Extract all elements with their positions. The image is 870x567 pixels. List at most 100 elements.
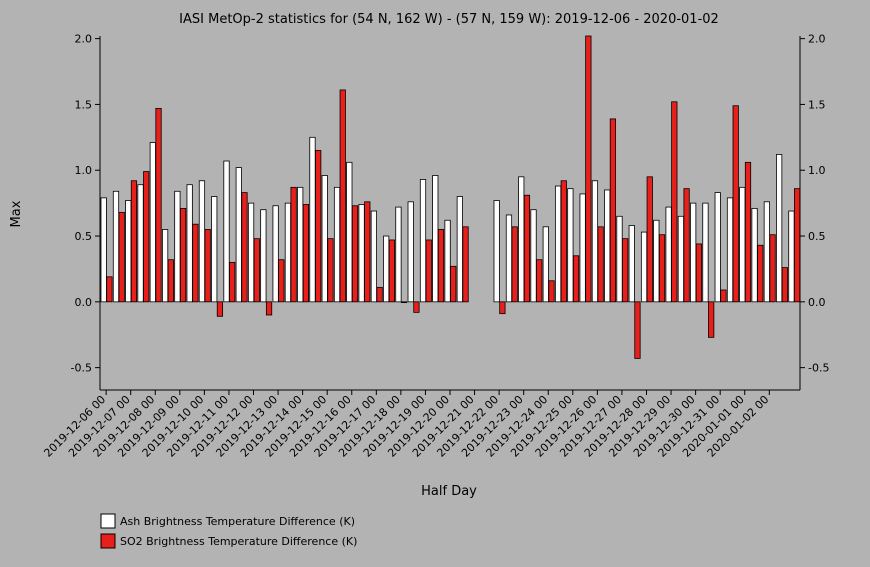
- bar-so2: [327, 238, 334, 303]
- bar-ash: [493, 200, 500, 303]
- bar-ash: [137, 184, 144, 303]
- bar-ash: [161, 229, 169, 303]
- bar-ash: [321, 175, 328, 303]
- bar-so2: [265, 301, 273, 316]
- chart-title: IASI MetOp-2 statistics for (54 N, 162 W…: [179, 12, 719, 27]
- bar-so2: [536, 259, 543, 303]
- bar-so2: [364, 201, 371, 303]
- bar-so2: [560, 180, 567, 303]
- bar-so2: [118, 211, 125, 303]
- bar-ash: [739, 186, 746, 303]
- bar-ash: [383, 235, 390, 303]
- y-tick-label-right: 1.5: [808, 98, 826, 111]
- bar-ash: [726, 197, 734, 303]
- bar-so2: [106, 276, 113, 303]
- bar-so2: [757, 244, 764, 303]
- y-tick-label-right: 2.0: [808, 33, 826, 46]
- bar-so2: [376, 286, 383, 303]
- bar-so2: [597, 226, 604, 303]
- bar-ash: [284, 202, 292, 303]
- bar-so2: [278, 259, 285, 303]
- legend-swatch-ash: [100, 513, 116, 529]
- bar-ash: [346, 161, 353, 303]
- bar-so2: [646, 176, 653, 303]
- bar-ash: [677, 215, 684, 303]
- plot-area: 2.0 2.01.5 1.51.0 1.00.5 0.50.0 0.0-0.5 -0.520…: [41, 33, 829, 460]
- bar-ash: [456, 196, 463, 303]
- bar-ash: [690, 202, 697, 303]
- bar-ash: [272, 205, 279, 303]
- bar-so2: [695, 243, 702, 303]
- bar-ash: [444, 219, 451, 303]
- bar-ash: [186, 184, 193, 303]
- y-tick-label-right: -0.5: [808, 362, 829, 375]
- legend-label-ash: Ash Brightness Temperature Difference (K…: [120, 515, 355, 528]
- bar-so2: [388, 239, 395, 303]
- y-axis-label: Max: [9, 200, 24, 227]
- bar-so2: [339, 89, 346, 303]
- bar-so2: [781, 267, 788, 303]
- bar-so2: [658, 234, 666, 303]
- bar-so2: [241, 192, 248, 303]
- bar-so2: [253, 238, 260, 303]
- bar-ash: [776, 154, 783, 303]
- bar-so2: [290, 186, 297, 303]
- bar-so2: [634, 301, 641, 359]
- bar-so2: [499, 301, 506, 315]
- x-axis-label: Half Day: [421, 484, 477, 499]
- bar-ash: [100, 197, 107, 303]
- bar-ash: [419, 179, 427, 303]
- bar-ash: [554, 185, 562, 303]
- bar-so2: [155, 107, 162, 303]
- bar-ash: [333, 186, 341, 303]
- bar-so2: [437, 229, 445, 303]
- bar-so2: [794, 188, 801, 303]
- bar-so2: [216, 301, 224, 317]
- bar-ash: [297, 186, 304, 303]
- bar-ash: [125, 200, 132, 303]
- bar-so2: [204, 229, 211, 303]
- bar-ash: [149, 142, 156, 303]
- y-tick-label-right: 1.0: [808, 164, 826, 177]
- bar-ash: [112, 190, 120, 303]
- bar-ash: [751, 207, 758, 303]
- bar-so2: [671, 101, 678, 303]
- bar-so2: [401, 301, 408, 304]
- bar-ash: [174, 190, 181, 303]
- bar-ash: [616, 215, 623, 303]
- bar-ash: [432, 175, 439, 303]
- bar-so2: [450, 265, 457, 303]
- bar-ash: [763, 201, 770, 303]
- bar-ash: [542, 226, 549, 303]
- bar-ash: [702, 202, 709, 303]
- bar-so2: [769, 234, 776, 303]
- bar-so2: [351, 205, 359, 303]
- bar-ash: [260, 209, 267, 303]
- bar-ash: [211, 196, 218, 303]
- bar-so2: [302, 204, 309, 303]
- bar-ash: [567, 188, 574, 303]
- bar-ash: [591, 180, 599, 303]
- y-tick-label-right: 0.5: [808, 230, 826, 243]
- bar-so2: [511, 226, 518, 303]
- bar-so2: [732, 105, 739, 303]
- bar-ash: [235, 167, 242, 303]
- bar-ash: [223, 160, 230, 303]
- bar-ash: [370, 210, 377, 303]
- bar-so2: [683, 188, 690, 303]
- bar-ash: [653, 219, 660, 303]
- bar-so2: [622, 238, 629, 303]
- bar-so2: [609, 118, 617, 303]
- bar-ash: [665, 206, 672, 303]
- bar-so2: [548, 280, 555, 303]
- y-tick-label-right: 0.0: [808, 296, 826, 309]
- bar-so2: [462, 226, 469, 303]
- bar-ash: [579, 193, 586, 303]
- y-tick-label-left: 1.5: [75, 98, 93, 111]
- bar-ash: [407, 201, 414, 303]
- bar-ash: [198, 180, 206, 303]
- bar-so2: [585, 35, 592, 303]
- bar-ash: [530, 209, 537, 303]
- bar-ash: [358, 204, 365, 303]
- bar-so2: [413, 301, 420, 313]
